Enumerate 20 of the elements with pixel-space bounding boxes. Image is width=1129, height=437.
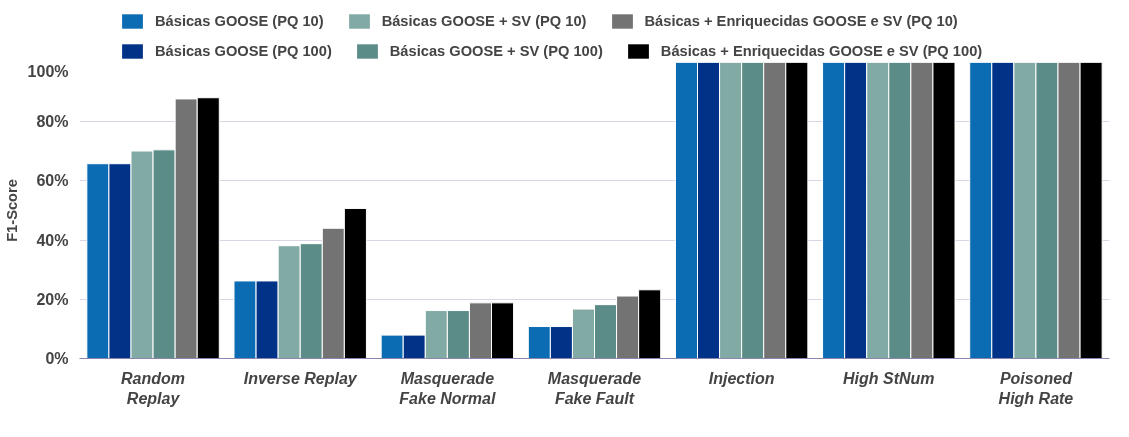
legend-label: Básicas GOOSE + SV (PQ 100) [389,43,603,59]
y-axis-title: F1-Score [3,179,20,242]
x-tick-label: Poisoned High Rate [998,369,1074,407]
x-tick-label: Injection [708,369,775,387]
y-tick-label: 20% [36,290,69,308]
y-tick-label: 40% [36,231,69,249]
x-tick-label: Masquerade Fake Normal [399,369,496,407]
legend-label: Básicas GOOSE (PQ 10) [155,13,324,29]
legend-label: Básicas + Enriquecidas GOOSE e SV (PQ 10) [644,13,958,29]
legend-label: Básicas GOOSE + SV (PQ 10) [381,13,587,29]
x-tick-label: Random Replay [121,369,186,407]
x-tick-label: Masquerade Fake Fault [547,369,642,407]
y-tick-label: 100% [27,62,69,80]
legend-label: Básicas + Enriquecidas GOOSE e SV (PQ 100) [660,43,983,59]
x-tick-label: Inverse Replay [243,369,358,387]
y-tick-label: 80% [36,113,69,131]
y-tick-label: 60% [36,172,69,190]
legend-label: Básicas GOOSE (PQ 100) [155,43,332,59]
y-tick-label: 0% [45,350,69,367]
x-tick-label: High StNum [843,369,935,387]
